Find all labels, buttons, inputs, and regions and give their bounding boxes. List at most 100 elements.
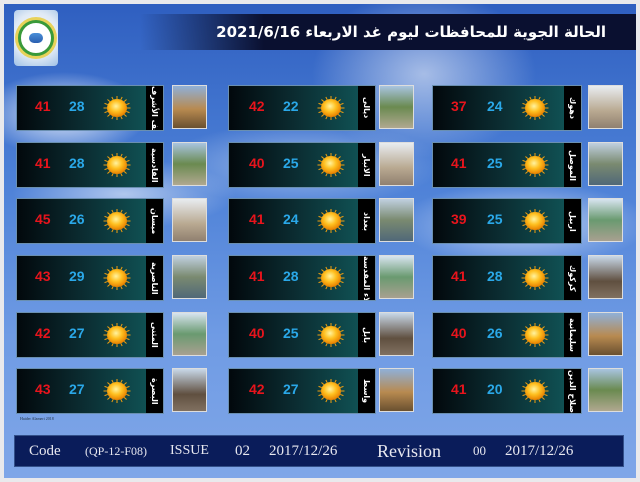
max-temp: 40 — [451, 325, 467, 341]
code-label: Code — [29, 443, 61, 459]
province-photo — [379, 312, 414, 356]
province-photo — [588, 85, 623, 129]
min-temp: 28 — [69, 98, 85, 114]
province-photo — [588, 312, 623, 356]
province-photo — [172, 368, 207, 412]
province-name: بابل — [358, 313, 375, 357]
min-temp: 26 — [487, 325, 503, 341]
sunny-icon — [521, 377, 549, 405]
province-name: بغداد — [358, 199, 375, 243]
forecast-card: 40 25 بابل — [228, 312, 376, 358]
min-temp: 25 — [487, 211, 503, 227]
province-photo — [379, 255, 414, 299]
forecast-card: 39 25 اربيل — [432, 198, 582, 244]
forecast-card: 42 22 ديالى — [228, 85, 376, 131]
max-temp: 41 — [249, 211, 265, 227]
forecast-card: 41 25 الموصل — [432, 142, 582, 188]
max-temp: 42 — [35, 325, 51, 341]
max-temp: 43 — [35, 381, 51, 397]
header-bar: الحالة الجوية للمحافظات ليوم غد الاربعاء… — [140, 14, 636, 50]
province-name: كركوك — [564, 256, 581, 300]
province-photo — [172, 312, 207, 356]
province-photo — [379, 85, 414, 129]
min-temp: 25 — [487, 155, 503, 171]
min-temp: 24 — [283, 211, 299, 227]
min-temp: 25 — [283, 155, 299, 171]
sunny-icon — [521, 151, 549, 179]
province-photo — [588, 142, 623, 186]
forecast-card: 43 29 الناصرية — [16, 255, 164, 301]
province-photo — [588, 368, 623, 412]
forecast-card: 37 24 دهوك — [432, 85, 582, 131]
max-temp: 41 — [35, 155, 51, 171]
min-temp: 20 — [487, 381, 503, 397]
min-temp: 28 — [69, 155, 85, 171]
weather-logo-icon — [14, 10, 58, 66]
page-title: الحالة الجوية للمحافظات ليوم غد الاربعاء… — [216, 23, 606, 41]
province-name: النجف الأشرف — [146, 86, 163, 130]
issue-date: 2017/12/26 — [269, 443, 338, 459]
province-name: صلاح الدين — [564, 369, 581, 413]
issue-label: ISSUE — [170, 443, 209, 458]
revision-value: 00 — [473, 443, 486, 458]
province-name: ديالى — [358, 86, 375, 130]
province-name: دهوك — [564, 86, 581, 130]
province-name: المثنى — [146, 313, 163, 357]
sunny-icon — [521, 264, 549, 292]
sunny-icon — [317, 94, 345, 122]
max-temp: 41 — [451, 381, 467, 397]
province-photo — [379, 198, 414, 242]
max-temp: 45 — [35, 211, 51, 227]
province-photo — [172, 85, 207, 129]
forecast-card: 41 28 النجف الأشرف — [16, 85, 164, 131]
max-temp: 40 — [249, 155, 265, 171]
province-name: الناصرية — [146, 256, 163, 300]
sunny-icon — [103, 94, 131, 122]
revision-date: 2017/12/26 — [505, 443, 574, 459]
sunny-icon — [317, 207, 345, 235]
forecast-card: 45 26 ميسان — [16, 198, 164, 244]
province-name: ميسان — [146, 199, 163, 243]
max-temp: 40 — [249, 325, 265, 341]
min-temp: 27 — [283, 381, 299, 397]
sunny-icon — [103, 151, 131, 179]
max-temp: 43 — [35, 268, 51, 284]
province-photo — [172, 142, 207, 186]
province-name: اربيل — [564, 199, 581, 243]
max-temp: 41 — [451, 155, 467, 171]
forecast-card: 41 24 بغداد — [228, 198, 376, 244]
forecast-card: 41 20 صلاح الدين — [432, 368, 582, 414]
sunny-icon — [317, 264, 345, 292]
max-temp: 41 — [451, 268, 467, 284]
credit: Haider Alameri 2018 — [20, 416, 54, 421]
forecast-card: 43 27 البصرة — [16, 368, 164, 414]
province-name: البصرة — [146, 369, 163, 413]
code-value: (QP-12-F08) — [85, 444, 147, 458]
max-temp: 41 — [249, 268, 265, 284]
province-name: سليمانية — [564, 313, 581, 357]
sunny-icon — [317, 151, 345, 179]
revision-label: Revision — [377, 441, 442, 461]
min-temp: 25 — [283, 325, 299, 341]
max-temp: 37 — [451, 98, 467, 114]
sunny-icon — [103, 321, 131, 349]
province-name: واسط — [358, 369, 375, 413]
forecast-card: 42 27 المثنى — [16, 312, 164, 358]
min-temp: 26 — [69, 211, 85, 227]
forecast-card: 41 28 القادسية — [16, 142, 164, 188]
province-name: الموصل — [564, 143, 581, 187]
sunny-icon — [521, 94, 549, 122]
sunny-icon — [317, 321, 345, 349]
weather-bulletin: الحالة الجوية للمحافظات ليوم غد الاربعاء… — [4, 4, 636, 478]
sunny-icon — [521, 207, 549, 235]
min-temp: 27 — [69, 381, 85, 397]
issue-value: 02 — [235, 443, 250, 459]
footer-bar: Code (QP-12-F08) ISSUE 02 2017/12/26 Rev… — [14, 435, 624, 467]
max-temp: 42 — [249, 98, 265, 114]
sunny-icon — [103, 377, 131, 405]
forecast-card: 40 25 الانبار — [228, 142, 376, 188]
sunny-icon — [521, 321, 549, 349]
province-photo — [379, 368, 414, 412]
province-photo — [588, 198, 623, 242]
min-temp: 28 — [283, 268, 299, 284]
